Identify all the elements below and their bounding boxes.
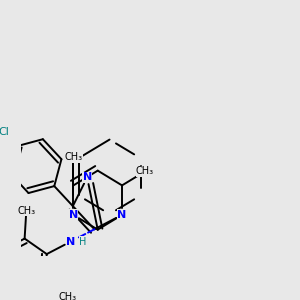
Text: Cl: Cl [0,127,10,137]
Text: CH₃: CH₃ [64,152,82,162]
Text: CH₃: CH₃ [136,167,154,176]
Text: N: N [66,237,75,247]
Text: N: N [82,172,92,182]
Text: CH₃: CH₃ [58,292,76,300]
Text: H: H [80,237,87,247]
Text: N: N [69,210,78,220]
Text: N: N [117,210,127,220]
Text: CH₃: CH₃ [17,206,35,216]
